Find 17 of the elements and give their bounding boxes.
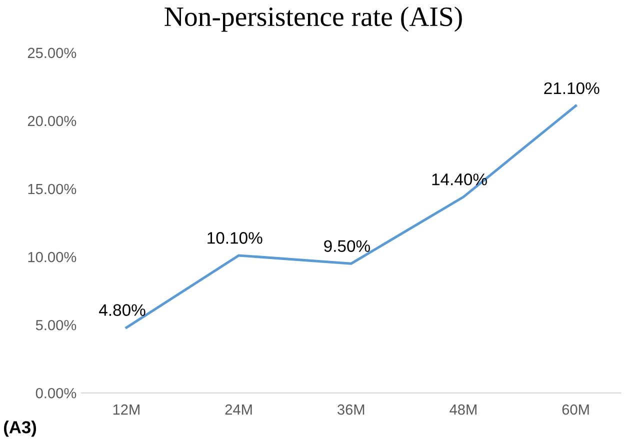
data-label: 9.50% [324, 240, 370, 252]
y-tick-label: 10.00% [28, 252, 76, 262]
data-label: 4.80% [99, 304, 146, 316]
chart-title: Non-persistence rate (AIS) [164, 6, 462, 32]
y-tick-label: 20.00% [28, 116, 76, 126]
y-tick-label: 0.00% [36, 388, 76, 398]
x-tick-label: 48M [450, 404, 476, 415]
data-label: 10.10% [208, 232, 262, 244]
x-tick-label: 36M [337, 404, 364, 415]
text: (A3) [4, 420, 36, 437]
x-tick-label: 60M [562, 404, 589, 415]
y-tick-label: 15.00% [28, 184, 76, 194]
data-label: 21.10% [544, 82, 600, 94]
x-tick-label: 24M [225, 404, 252, 415]
y-tick-label: 5.00% [36, 320, 76, 330]
y-tick-label: 25.00% [28, 48, 76, 58]
x-tick-label: 12M [113, 404, 140, 415]
